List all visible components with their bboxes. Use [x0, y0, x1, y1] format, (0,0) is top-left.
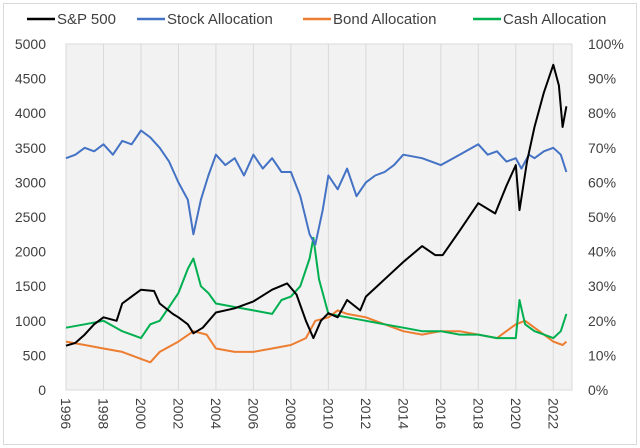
- y-left-tick-label: 3500: [15, 140, 46, 156]
- grid: [65, 43, 573, 391]
- y-right-tick-label: 10%: [588, 347, 616, 363]
- legend-item: Bond Allocation: [303, 11, 436, 28]
- legend-item: Cash Allocation: [473, 11, 606, 28]
- y-right-tick-label: 60%: [588, 174, 616, 190]
- legend-label: Cash Allocation: [503, 11, 606, 28]
- y-left-tick-label: 500: [23, 347, 47, 363]
- y-left-tick-label: 0: [38, 382, 46, 398]
- y-left-tick-label: 5000: [15, 36, 46, 52]
- legend-label: S&P 500: [57, 11, 116, 28]
- legend-label: Stock Allocation: [167, 11, 273, 28]
- legend-label: Bond Allocation: [333, 11, 436, 28]
- x-tick-label: 1996: [58, 398, 74, 429]
- x-tick-label: 1998: [95, 398, 111, 429]
- y-left-tick-label: 4500: [15, 71, 46, 87]
- series-line-bond-allocation: [65, 309, 568, 364]
- series-lines: [65, 63, 568, 364]
- series-line-cash-allocation: [65, 236, 568, 340]
- x-tick-label: 2004: [208, 398, 224, 429]
- x-tick-label: 2014: [395, 398, 411, 429]
- x-tick-label: 2008: [283, 398, 299, 429]
- y-right-tick-label: 100%: [588, 36, 624, 52]
- y-right-tick-label: 0%: [588, 382, 608, 398]
- series-line-s-p-500: [65, 63, 568, 347]
- x-tick-label: 2006: [245, 398, 261, 429]
- x-tick-label: 2022: [545, 398, 561, 429]
- x-tick-label: 2002: [170, 398, 186, 429]
- series-line-stock-allocation: [65, 129, 568, 246]
- y-right-tick-label: 20%: [588, 313, 616, 329]
- x-tick-label: 2020: [508, 398, 524, 429]
- legend-item: S&P 500: [27, 11, 116, 28]
- y-left-tick-label: 2000: [15, 244, 46, 260]
- y-right-tick-label: 70%: [588, 140, 616, 156]
- x-tick-label: 2016: [433, 398, 449, 429]
- y-right-tick-label: 30%: [588, 278, 616, 294]
- legend: S&P 500 Stock Allocation Bond Allocation Ca…: [27, 11, 606, 28]
- x-tick-label: 2012: [358, 398, 374, 429]
- y-right-tick-label: 80%: [588, 105, 616, 121]
- y-right-tick-label: 40%: [588, 244, 616, 260]
- y-right-tick-label: 90%: [588, 71, 616, 87]
- y-left-tick-label: 1000: [15, 313, 46, 329]
- legend-item: Stock Allocation: [137, 11, 273, 28]
- x-tick-label: 2010: [320, 398, 336, 429]
- y-left-tick-label: 1500: [15, 278, 46, 294]
- plot-area: [65, 43, 573, 391]
- y-left-tick-label: 3000: [15, 174, 46, 190]
- axes: 1996 1998 2000 2002 2004 2006 2008 2010 2012 2014…: [15, 36, 624, 429]
- x-tick-label: 2018: [470, 398, 486, 429]
- y-left-tick-label: 2500: [15, 209, 46, 225]
- y-right-tick-label: 50%: [588, 209, 616, 225]
- x-tick-label: 2000: [133, 398, 149, 429]
- y-left-tick-label: 4000: [15, 105, 46, 121]
